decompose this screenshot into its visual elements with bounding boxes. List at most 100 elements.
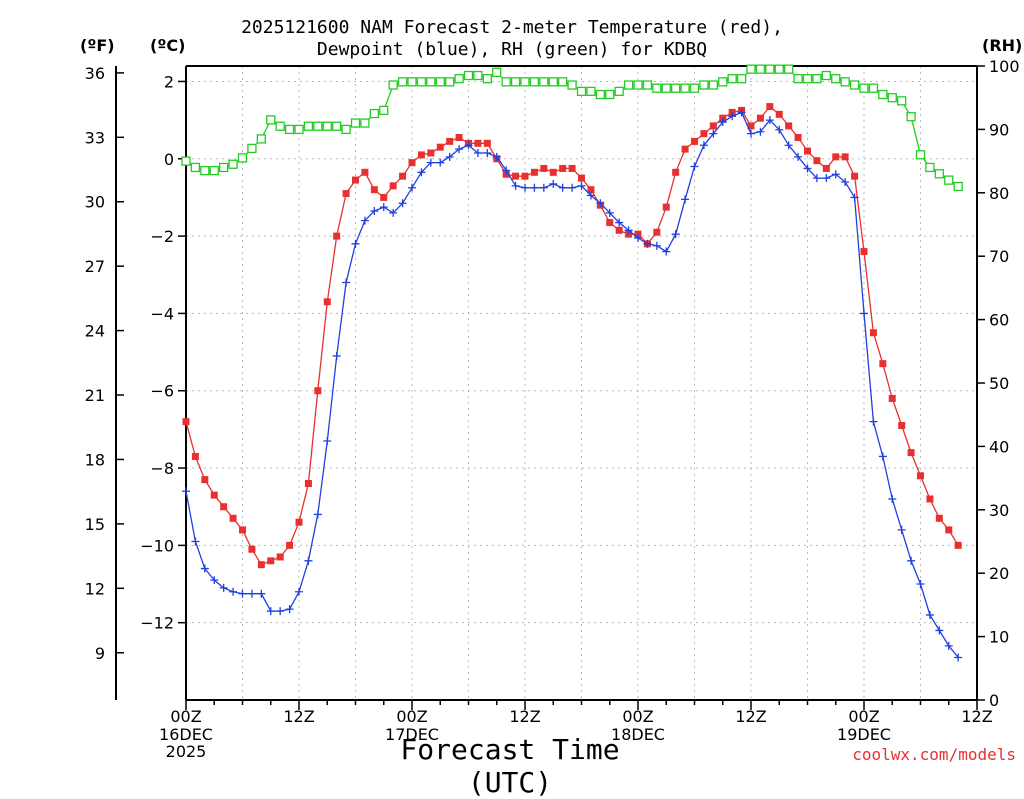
rh-point xyxy=(369,108,379,119)
dewpoint-point xyxy=(191,537,200,546)
rh-point xyxy=(200,165,210,176)
dewpoint-point xyxy=(699,141,708,150)
rh-point xyxy=(303,121,314,131)
rh-point xyxy=(595,89,605,100)
dewpoint-point xyxy=(690,162,699,171)
2-meter-temperature-point xyxy=(606,219,614,227)
2-meter-temperature-point xyxy=(530,168,538,176)
rh-point xyxy=(219,162,229,173)
dewpoint-point xyxy=(398,199,407,208)
2-meter-temperature-point xyxy=(841,153,849,161)
dewpoint-point xyxy=(850,193,859,202)
rh-point xyxy=(379,105,389,116)
2-meter-temperature-point xyxy=(907,449,915,457)
2-meter-temperature-point xyxy=(191,452,199,460)
rh-point xyxy=(397,77,408,87)
2-meter-temperature-point xyxy=(813,157,821,165)
2-meter-temperature-point xyxy=(540,164,548,172)
chart-title-line1: 2025121600 NAM Forecast 2-meter Temperat… xyxy=(241,17,783,38)
fahrenheit-tick-label: 21 xyxy=(85,386,105,405)
2-meter-temperature-point xyxy=(257,561,265,569)
rh-point xyxy=(181,156,191,166)
2-meter-temperature-point xyxy=(427,149,435,157)
dewpoint-point xyxy=(822,174,831,183)
2-meter-temperature-point xyxy=(653,228,661,236)
2-meter-temperature-point xyxy=(662,203,670,211)
dewpoint-point xyxy=(276,607,285,616)
dewpoint-line xyxy=(185,111,959,658)
rh-point xyxy=(689,83,700,93)
dewpoint-point xyxy=(210,576,219,585)
dewpoint-point xyxy=(539,183,548,192)
dewpoint-point xyxy=(907,556,916,565)
rh-point xyxy=(736,74,747,84)
2-meter-temperature-point xyxy=(286,541,294,549)
2-meter-temperature-point xyxy=(879,360,887,368)
dewpoint-point xyxy=(812,174,821,183)
dewpoint-point xyxy=(925,610,934,619)
x-tick-label: 12Z xyxy=(735,707,766,726)
dewpoint-point xyxy=(455,145,464,154)
forecast-chart: 20−2−4−6−8−10−12363330272421181512901020… xyxy=(85,57,1020,761)
rh-point xyxy=(558,77,568,87)
2-meter-temperature-point xyxy=(954,541,962,549)
rh-point xyxy=(633,80,643,90)
rh-point xyxy=(821,70,831,81)
rh-tick-label: 60 xyxy=(989,311,1009,330)
dewpoint-point xyxy=(511,181,520,190)
credit-link[interactable]: coolwx.com/models xyxy=(852,745,1016,764)
dewpoint-point xyxy=(370,206,379,215)
rh-point xyxy=(718,77,728,87)
dewpoint-point xyxy=(247,589,256,598)
rh-point xyxy=(652,83,662,93)
celsius-tick-label: 2 xyxy=(164,72,174,91)
2-meter-temperature-point xyxy=(926,495,934,503)
dewpoint-point xyxy=(549,179,558,188)
2-meter-temperature-point xyxy=(775,110,783,118)
2-meter-temperature-point xyxy=(474,139,482,147)
rh-point xyxy=(878,89,888,100)
2-meter-temperature-point xyxy=(549,168,557,176)
fahrenheit-tick-label: 18 xyxy=(85,450,105,469)
dewpoint-point xyxy=(360,216,369,225)
x-tick-label: 12Z xyxy=(961,707,992,726)
2-meter-temperature-point xyxy=(276,553,284,561)
rh-point xyxy=(708,80,718,90)
dewpoint-point xyxy=(219,583,228,592)
2-meter-temperature-point xyxy=(766,103,774,111)
dewpoint-point xyxy=(954,653,963,662)
2-meter-temperature-point xyxy=(210,491,218,499)
rh-point xyxy=(510,77,521,87)
chart-title-line2: Dewpoint (blue), RH (green) for KDBQ xyxy=(316,39,708,60)
dewpoint-point xyxy=(615,218,624,227)
dewpoint-point xyxy=(624,226,633,235)
rh-point xyxy=(934,169,944,179)
rh-point xyxy=(341,124,351,135)
dewpoint-point xyxy=(728,112,737,121)
fahrenheit-tick-label: 33 xyxy=(85,128,105,147)
2-meter-temperature-point xyxy=(898,422,906,430)
2-meter-temperature-point xyxy=(804,147,811,155)
2-meter-temperature-point xyxy=(248,545,256,553)
dewpoint-point xyxy=(718,118,727,127)
rh-point xyxy=(944,175,954,185)
2-meter-temperature-point xyxy=(559,164,567,172)
rh-point xyxy=(360,118,370,128)
rh-point xyxy=(605,89,615,100)
dewpoint-point xyxy=(756,127,765,136)
rh-point xyxy=(284,124,295,135)
rh-point xyxy=(680,83,690,93)
rh-point xyxy=(897,96,907,106)
rh-point xyxy=(454,74,464,84)
dewpoint-point xyxy=(483,148,492,157)
fahrenheit-tick-label: 36 xyxy=(85,64,105,83)
dewpoint-point xyxy=(671,230,680,239)
dewpoint-point xyxy=(200,564,209,573)
rh-point xyxy=(482,74,492,84)
rh-point xyxy=(642,80,653,90)
dewpoint-point xyxy=(323,436,332,445)
celsius-tick-label: −8 xyxy=(150,459,174,478)
dewpoint-point xyxy=(351,239,360,248)
dewpoint-point xyxy=(878,452,887,461)
dewpoint-point xyxy=(285,605,294,614)
